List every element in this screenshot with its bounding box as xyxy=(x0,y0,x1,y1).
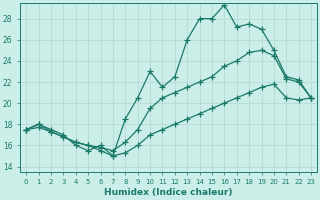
X-axis label: Humidex (Indice chaleur): Humidex (Indice chaleur) xyxy=(104,188,233,197)
